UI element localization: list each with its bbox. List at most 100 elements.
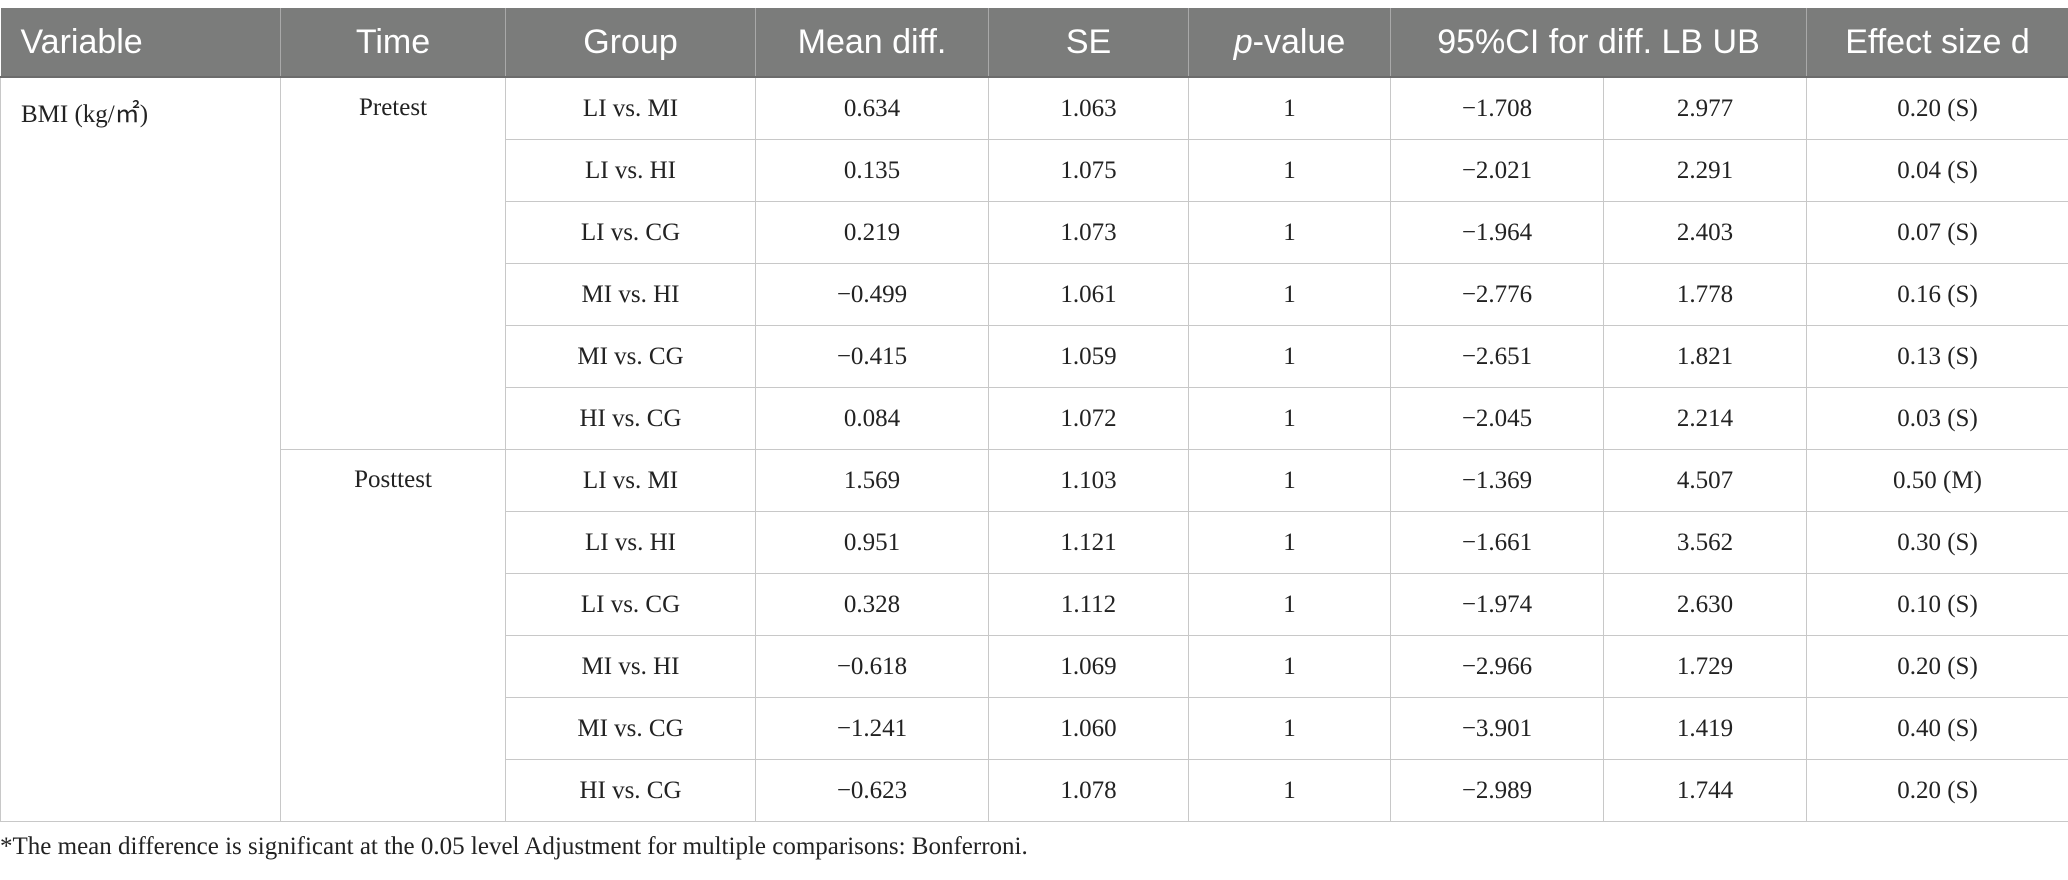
se-cell: 1.072	[988, 387, 1189, 450]
se-cell: 1.112	[988, 573, 1189, 636]
p-value-cell: 1	[1188, 325, 1391, 388]
mean-diff-cell: 0.951	[755, 511, 989, 574]
ci-ub-cell: 2.630	[1603, 573, 1807, 636]
p-value-cell: 1	[1188, 449, 1391, 512]
table-container: Variable Time Group Mean diff. SE p-valu…	[0, 8, 2068, 822]
effect-size-cell: 0.40 (S)	[1806, 697, 2068, 760]
header-row: Variable Time Group Mean diff. SE p-valu…	[0, 8, 2068, 78]
se-cell: 1.073	[988, 201, 1189, 264]
se-cell: 1.069	[988, 635, 1189, 698]
mean-diff-cell: −0.623	[755, 759, 989, 822]
effect-size-cell: 0.07 (S)	[1806, 201, 2068, 264]
ci-ub-cell: 2.214	[1603, 387, 1807, 450]
group-cell: LI vs. MI	[505, 449, 756, 512]
p-value-cell: 1	[1188, 76, 1391, 140]
effect-size-cell: 0.13 (S)	[1806, 325, 2068, 388]
effect-size-cell: 0.16 (S)	[1806, 263, 2068, 326]
table-row: LI vs. HI 0.951 1.121 1 −1.661 3.562 0.30 (S)	[1, 511, 2068, 574]
effect-size-cell: 0.50 (M)	[1806, 449, 2068, 512]
ci-ub-cell: 2.403	[1603, 201, 1807, 264]
mean-diff-cell: 1.569	[755, 449, 989, 512]
ci-ub-cell: 1.778	[1603, 263, 1807, 326]
ci-lb-cell: −2.989	[1390, 759, 1604, 822]
effect-size-cell: 0.20 (S)	[1806, 759, 2068, 822]
table-row: LI vs. CG 0.328 1.112 1 −1.974 2.630 0.10 (S)	[1, 573, 2068, 636]
table-body: BMI (kg/㎡) Pretest LI vs. MI 0.634 1.063 1 −1.…	[0, 76, 2068, 822]
group-cell: MI vs. CG	[505, 325, 756, 388]
header-variable: Variable	[0, 8, 281, 78]
effect-size-cell: 0.20 (S)	[1806, 76, 2068, 140]
ci-lb-cell: −1.661	[1390, 511, 1604, 574]
ci-lb-cell: −2.776	[1390, 263, 1604, 326]
group-cell: MI vs. HI	[505, 263, 756, 326]
header-p-value: p-value	[1188, 8, 1391, 78]
variable-cell: BMI (kg/㎡)	[0, 76, 281, 822]
group-cell: HI vs. CG	[505, 387, 756, 450]
table-row: Posttest LI vs. MI 1.569 1.103 1 −1.369 4.507 0…	[1, 449, 2068, 822]
mean-diff-cell: 0.219	[755, 201, 989, 264]
header-time: Time	[280, 8, 506, 78]
mean-diff-cell: −0.618	[755, 635, 989, 698]
group-cell: LI vs. HI	[505, 511, 756, 574]
mean-diff-cell: −0.499	[755, 263, 989, 326]
se-cell: 1.063	[988, 76, 1189, 140]
header-ci: 95%CI for diff. LB UB	[1390, 8, 1807, 78]
group-cell: MI vs. HI	[505, 635, 756, 698]
header-p-rest: -value	[1252, 22, 1346, 61]
group-cell: LI vs. HI	[505, 139, 756, 202]
ci-ub-cell: 2.977	[1603, 76, 1807, 140]
p-value-cell: 1	[1188, 697, 1391, 760]
ci-ub-cell: 1.729	[1603, 635, 1807, 698]
table-row: MI vs. CG −1.241 1.060 1 −3.901 1.419 0.40 (S)	[1, 697, 2068, 760]
mean-diff-cell: 0.084	[755, 387, 989, 450]
ci-lb-cell: −1.964	[1390, 201, 1604, 264]
ci-lb-cell: −1.974	[1390, 573, 1604, 636]
mean-diff-cell: 0.634	[755, 76, 989, 140]
ci-lb-cell: −2.651	[1390, 325, 1604, 388]
mean-diff-cell: −0.415	[755, 325, 989, 388]
group-cell: LI vs. MI	[505, 76, 756, 140]
mean-diff-cell: 0.328	[755, 573, 989, 636]
se-cell: 1.061	[988, 263, 1189, 326]
table-row: BMI (kg/㎡) Pretest LI vs. MI 0.634 1.063 1 −1.…	[0, 76, 2068, 822]
p-value-cell: 1	[1188, 511, 1391, 574]
ci-lb-cell: −1.369	[1390, 449, 1604, 512]
ci-lb-cell: −2.021	[1390, 139, 1604, 202]
se-cell: 1.103	[988, 449, 1189, 512]
ci-lb-cell: −2.966	[1390, 635, 1604, 698]
p-value-cell: 1	[1188, 759, 1391, 822]
mean-diff-cell: −1.241	[755, 697, 989, 760]
header-group: Group	[505, 8, 756, 78]
group-cell: MI vs. CG	[505, 697, 756, 760]
p-value-cell: 1	[1188, 635, 1391, 698]
table-row: MI vs. CG −0.415 1.059 1 −2.651 1.821 0.13 (S)	[1, 325, 2068, 388]
group-cell: HI vs. CG	[505, 759, 756, 822]
se-cell: 1.075	[988, 139, 1189, 202]
p-value-cell: 1	[1188, 573, 1391, 636]
header-p-italic: p	[1233, 22, 1253, 61]
ci-ub-cell: 2.291	[1603, 139, 1807, 202]
mean-diff-cell: 0.135	[755, 139, 989, 202]
se-cell: 1.121	[988, 511, 1189, 574]
table-row: LI vs. CG 0.219 1.073 1 −1.964 2.403 0.07 (S)	[1, 201, 2068, 264]
se-cell: 1.060	[988, 697, 1189, 760]
p-value-cell: 1	[1188, 263, 1391, 326]
ci-ub-cell: 1.419	[1603, 697, 1807, 760]
se-cell: 1.078	[988, 759, 1189, 822]
effect-size-cell: 0.03 (S)	[1806, 387, 2068, 450]
ci-ub-cell: 3.562	[1603, 511, 1807, 574]
group-cell: LI vs. CG	[505, 573, 756, 636]
ci-lb-cell: −3.901	[1390, 697, 1604, 760]
ci-lb-cell: −1.708	[1390, 76, 1604, 140]
p-value-cell: 1	[1188, 201, 1391, 264]
ci-lb-cell: −2.045	[1390, 387, 1604, 450]
effect-size-cell: 0.30 (S)	[1806, 511, 2068, 574]
effect-size-cell: 0.04 (S)	[1806, 139, 2068, 202]
header-effect-size: Effect size d	[1806, 8, 2068, 78]
effect-size-cell: 0.10 (S)	[1806, 573, 2068, 636]
header-mean-diff: Mean diff.	[755, 8, 989, 78]
table-footnote: *The mean difference is significant at t…	[0, 833, 1028, 860]
p-value-cell: 1	[1188, 139, 1391, 202]
table-row: HI vs. CG −0.623 1.078 1 −2.989 1.744 0.20 (S)	[1, 759, 2068, 822]
table-row: HI vs. CG 0.084 1.072 1 −2.045 2.214 0.03 (S)	[1, 387, 2068, 450]
